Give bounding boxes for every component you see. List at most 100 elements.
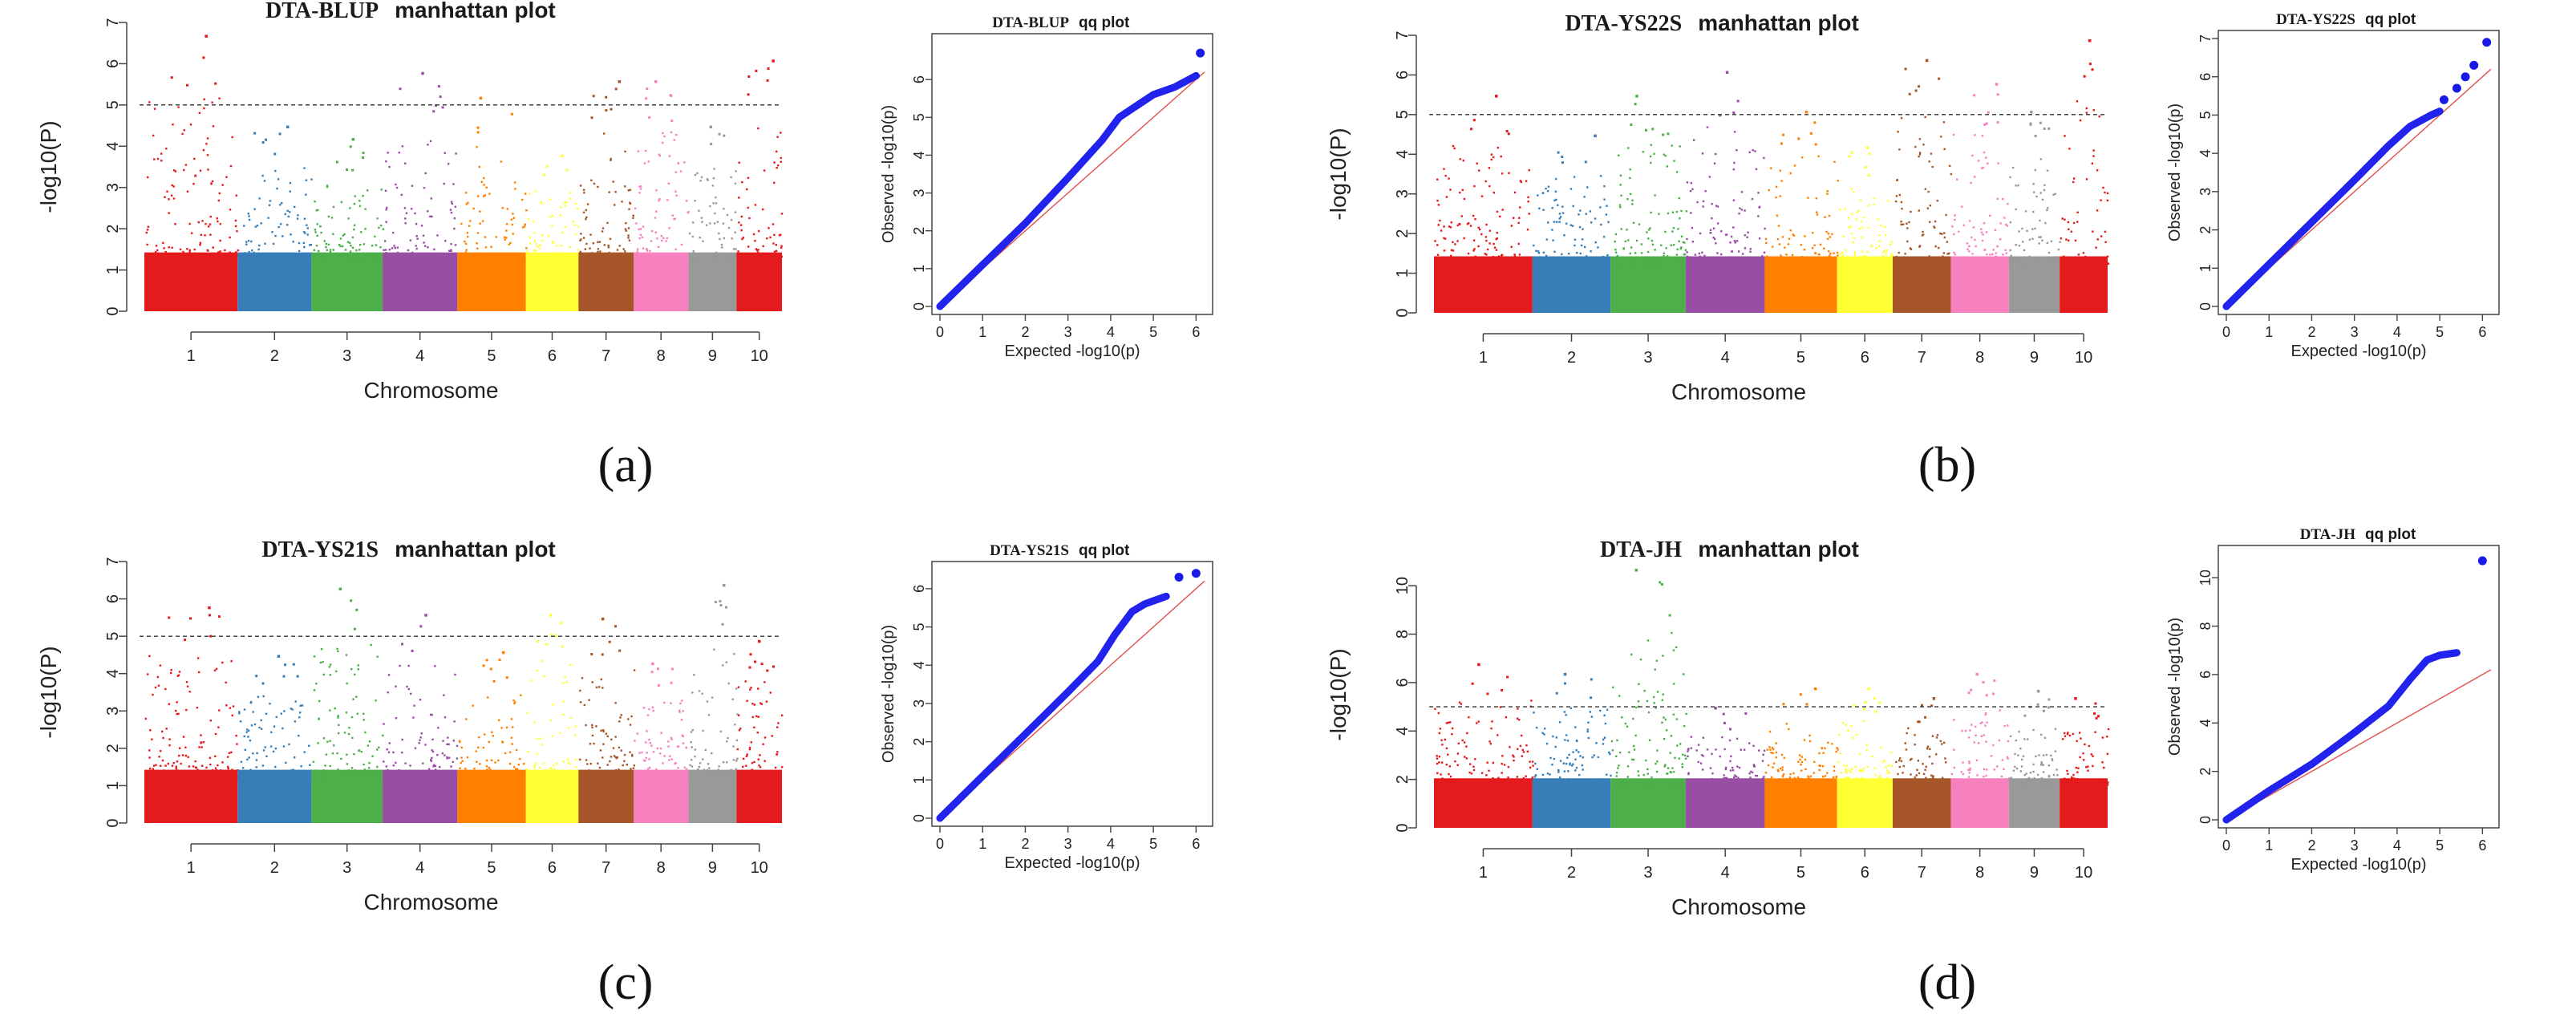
manhattan-point xyxy=(533,249,535,252)
manhattan-point xyxy=(182,775,185,777)
manhattan-point xyxy=(1649,227,1651,229)
manhattan-point xyxy=(441,752,444,755)
manhattan-point xyxy=(592,258,594,261)
manhattan-point xyxy=(555,258,558,262)
manhattan-point xyxy=(148,774,150,777)
manhattan-point xyxy=(777,773,780,777)
manhattan-point xyxy=(371,258,374,262)
manhattan-point xyxy=(1497,734,1499,736)
manhattan-point xyxy=(2106,255,2109,258)
manhattan-point xyxy=(1574,238,1577,241)
manhattan-point xyxy=(1836,251,1839,254)
manhattan-point xyxy=(168,212,170,214)
manhattan-point xyxy=(1435,262,1438,265)
manhattan-point xyxy=(1910,248,1913,250)
manhattan-point xyxy=(525,257,527,260)
manhattan-point xyxy=(1706,262,1709,264)
manhattan-point xyxy=(1906,262,1908,265)
manhattan-point xyxy=(691,728,695,732)
manhattan-point xyxy=(1930,260,1933,262)
manhattan-point xyxy=(565,776,568,778)
manhattan-point xyxy=(1444,174,1447,177)
manhattan-point xyxy=(409,770,411,773)
manhattan-point xyxy=(230,751,233,754)
manhattan-point xyxy=(776,136,779,138)
manhattan-point xyxy=(447,736,449,739)
manhattan-point xyxy=(571,775,573,777)
manhattan-point xyxy=(1753,262,1756,265)
manhattan-point xyxy=(192,765,195,768)
manhattan-point xyxy=(1453,784,1456,786)
manhattan-point xyxy=(533,721,536,724)
manhattan-point xyxy=(779,258,782,262)
manhattan-point xyxy=(464,258,467,262)
manhattan-point xyxy=(501,741,504,744)
manhattan-point xyxy=(1781,259,1784,262)
manhattan-point xyxy=(205,143,208,145)
manhattan-point xyxy=(513,181,516,184)
manhattan-point xyxy=(523,775,525,778)
manhattan-point xyxy=(2068,148,2071,150)
manhattan-point xyxy=(149,729,152,732)
manhattan-point xyxy=(382,228,385,230)
manhattan-point xyxy=(520,257,523,261)
manhattan-point xyxy=(504,776,506,778)
manhattan-point xyxy=(607,246,610,249)
manhattan-point xyxy=(572,221,575,223)
manhattan-point xyxy=(200,746,203,748)
manhattan-dense-band xyxy=(144,252,238,311)
chromosome-5-points xyxy=(457,96,528,311)
manhattan-point xyxy=(1499,215,1501,218)
manhattan-point xyxy=(1529,760,1531,763)
manhattan-point xyxy=(240,760,243,763)
manhattan-point xyxy=(1497,781,1500,785)
manhattan-point xyxy=(199,257,202,260)
manhattan-point xyxy=(1983,222,1986,225)
manhattan-point xyxy=(1773,262,1776,265)
manhattan-point xyxy=(602,775,605,777)
manhattan-y-tick-label: 5 xyxy=(104,632,122,641)
manhattan-point xyxy=(290,708,292,710)
manhattan-point xyxy=(459,740,461,744)
manhattan-point xyxy=(359,231,363,233)
manhattan-point xyxy=(173,776,176,778)
manhattan-point xyxy=(1730,235,1733,238)
manhattan-point xyxy=(368,761,371,764)
manhattan-point xyxy=(1708,176,1711,178)
manhattan-point xyxy=(431,738,434,741)
manhattan-point xyxy=(2006,225,2009,227)
manhattan-point xyxy=(1446,782,1448,785)
manhattan-point xyxy=(1804,235,1806,237)
manhattan-point xyxy=(1457,742,1460,744)
manhattan-point xyxy=(1564,739,1566,741)
manhattan-point xyxy=(1765,262,1768,265)
manhattan-point xyxy=(1586,730,1589,733)
manhattan-y-label: -log10(P) xyxy=(36,120,61,213)
manhattan-point xyxy=(2030,262,2033,265)
manhattan-point xyxy=(573,772,575,774)
manhattan-point xyxy=(1465,260,1468,263)
manhattan-point xyxy=(516,256,518,258)
manhattan-point xyxy=(266,775,269,778)
manhattan-point xyxy=(285,761,287,764)
manhattan-point xyxy=(1845,262,1848,265)
manhattan-point xyxy=(1497,255,1501,257)
manhattan-point xyxy=(1789,229,1792,232)
manhattan-point xyxy=(541,202,543,205)
manhattan-point xyxy=(1818,262,1821,265)
manhattan-point xyxy=(228,752,231,755)
manhattan-point xyxy=(692,250,695,253)
manhattan-point xyxy=(623,760,626,763)
manhattan-point xyxy=(525,768,529,771)
manhattan-point xyxy=(1474,758,1476,760)
manhattan-point xyxy=(289,190,292,193)
manhattan-point xyxy=(1981,135,1984,137)
manhattan-point xyxy=(593,258,595,262)
manhattan-point xyxy=(1978,160,1980,162)
manhattan-point xyxy=(221,257,223,260)
manhattan-point xyxy=(297,253,299,256)
manhattan-point xyxy=(1930,152,1933,155)
manhattan-point xyxy=(286,775,289,778)
manhattan-point xyxy=(1874,257,1877,260)
manhattan-point xyxy=(1590,262,1592,265)
